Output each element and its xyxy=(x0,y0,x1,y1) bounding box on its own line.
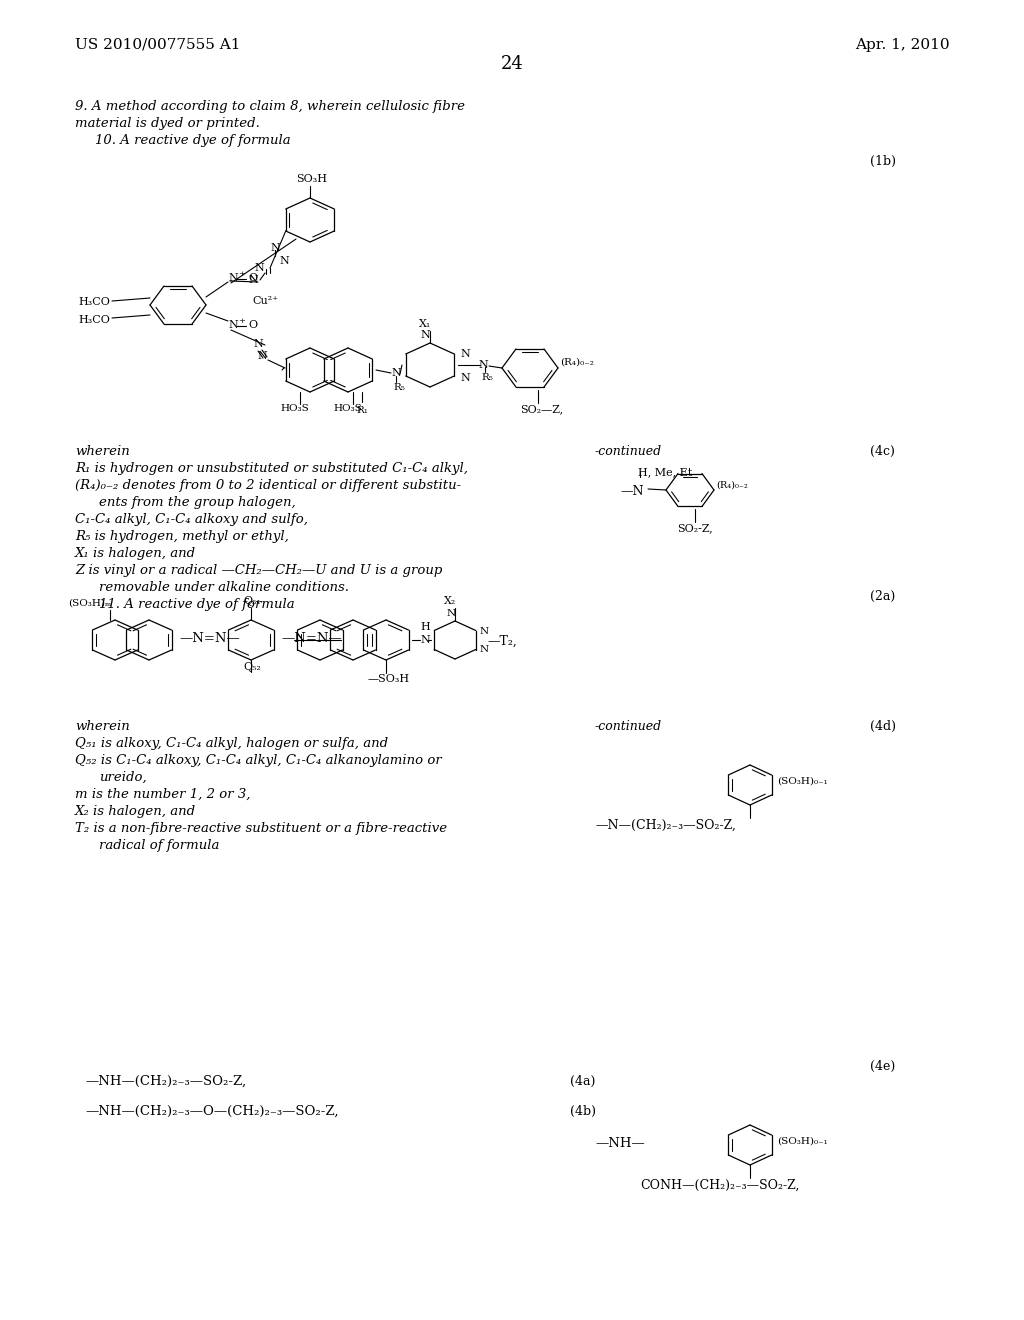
Text: O: O xyxy=(248,319,257,330)
Text: SO₂-Z,: SO₂-Z, xyxy=(677,523,713,533)
Text: 11. A reactive dye of formula: 11. A reactive dye of formula xyxy=(99,598,295,611)
Text: Q₅₁ is alkoxy, C₁-C₄ alkyl, halogen or sulfa, and: Q₅₁ is alkoxy, C₁-C₄ alkyl, halogen or s… xyxy=(75,737,388,750)
Text: (SO₃H)ₘ: (SO₃H)ₘ xyxy=(68,599,112,609)
Text: (4d): (4d) xyxy=(870,719,896,733)
Text: removable under alkaline conditions.: removable under alkaline conditions. xyxy=(99,581,349,594)
Text: N: N xyxy=(480,645,489,655)
Text: H, Me, Et: H, Me, Et xyxy=(638,467,692,477)
Text: —T₂,: —T₂, xyxy=(487,635,517,648)
Text: —NH—: —NH— xyxy=(595,1137,645,1150)
Text: C₁-C₄ alkyl, C₁-C₄ alkoxy and sulfo,: C₁-C₄ alkyl, C₁-C₄ alkoxy and sulfo, xyxy=(75,513,308,525)
Text: N: N xyxy=(446,609,456,618)
Text: R₅: R₅ xyxy=(481,374,493,381)
Text: SO₂—Z,: SO₂—Z, xyxy=(520,404,563,414)
Text: (R₄)₀₋₂: (R₄)₀₋₂ xyxy=(560,358,594,367)
Text: H₃CO: H₃CO xyxy=(78,315,110,325)
Text: —SO₃H: —SO₃H xyxy=(368,675,411,684)
Text: X₁: X₁ xyxy=(419,319,431,329)
Text: Z is vinyl or a radical —CH₂—CH₂—U and U is a group: Z is vinyl or a radical —CH₂—CH₂—U and U… xyxy=(75,564,442,577)
Text: H: H xyxy=(420,622,430,632)
Text: —NH—(CH₂)₂₋₃—SO₂-Z,: —NH—(CH₂)₂₋₃—SO₂-Z, xyxy=(85,1074,246,1088)
Text: material is dyed or printed.: material is dyed or printed. xyxy=(75,117,260,129)
Text: 24: 24 xyxy=(501,55,523,73)
Text: R₅: R₅ xyxy=(393,383,404,392)
Text: radical of formula: radical of formula xyxy=(99,840,219,851)
Text: N: N xyxy=(228,273,238,282)
Text: (SO₃H)₀₋₁: (SO₃H)₀₋₁ xyxy=(777,1137,827,1146)
Text: (4c): (4c) xyxy=(870,445,895,458)
Text: N: N xyxy=(460,348,470,359)
Text: —NH—(CH₂)₂₋₃—O—(CH₂)₂₋₃—SO₂-Z,: —NH—(CH₂)₂₋₃—O—(CH₂)₂₋₃—SO₂-Z, xyxy=(85,1105,339,1118)
Text: HO₃S: HO₃S xyxy=(280,404,309,413)
Text: Q₅₂ is C₁-C₄ alkoxy, C₁-C₄ alkyl, C₁-C₄ alkanoylamino or: Q₅₂ is C₁-C₄ alkoxy, C₁-C₄ alkyl, C₁-C₄ … xyxy=(75,754,441,767)
Text: —N: —N xyxy=(620,484,643,498)
Text: (1b): (1b) xyxy=(870,154,896,168)
Text: 9. A method according to claim 8, wherein cellulosic fibre: 9. A method according to claim 8, wherei… xyxy=(75,100,465,114)
Text: Q₅₁: Q₅₁ xyxy=(243,597,261,606)
Text: (2a): (2a) xyxy=(870,590,895,603)
Text: X₂: X₂ xyxy=(443,597,456,606)
Text: (4e): (4e) xyxy=(870,1060,895,1073)
Text: X₁ is halogen, and: X₁ is halogen, and xyxy=(75,546,197,560)
Text: —N=N—: —N=N— xyxy=(179,632,240,645)
Text: (4b): (4b) xyxy=(570,1105,596,1118)
Text: Cu²⁺: Cu²⁺ xyxy=(252,296,278,306)
Text: N: N xyxy=(420,330,430,341)
Text: ureido,: ureido, xyxy=(99,771,146,784)
Text: Q₅₂: Q₅₂ xyxy=(243,663,261,672)
Text: N: N xyxy=(228,319,238,330)
Text: R₁: R₁ xyxy=(356,407,368,414)
Text: -continued: -continued xyxy=(595,719,663,733)
Text: wherein: wherein xyxy=(75,445,130,458)
Text: +: + xyxy=(238,317,245,325)
Text: N: N xyxy=(270,243,280,253)
Text: wherein: wherein xyxy=(75,719,130,733)
Text: —N=N—: —N=N— xyxy=(281,632,342,645)
Text: T₂ is a non-fibre-reactive substituent or a fibre-reactive: T₂ is a non-fibre-reactive substituent o… xyxy=(75,822,447,836)
Text: (4a): (4a) xyxy=(570,1074,595,1088)
Text: 10. A reactive dye of formula: 10. A reactive dye of formula xyxy=(95,135,291,147)
Text: N: N xyxy=(248,275,258,285)
Text: CONH—(CH₂)₂₋₃—SO₂-Z,: CONH—(CH₂)₂₋₃—SO₂-Z, xyxy=(640,1179,800,1192)
Text: X₂ is halogen, and: X₂ is halogen, and xyxy=(75,805,197,818)
Text: Apr. 1, 2010: Apr. 1, 2010 xyxy=(855,38,950,51)
Text: (SO₃H)₀₋₁: (SO₃H)₀₋₁ xyxy=(777,777,827,785)
Text: HO₃S: HO₃S xyxy=(333,404,361,413)
Text: N: N xyxy=(257,351,267,360)
Text: -continued: -continued xyxy=(595,445,663,458)
Text: (R₄)₀₋₂ denotes from 0 to 2 identical or different substitu-: (R₄)₀₋₂ denotes from 0 to 2 identical or… xyxy=(75,479,461,492)
Text: N: N xyxy=(460,374,470,383)
Text: H₃CO: H₃CO xyxy=(78,297,110,308)
Text: N: N xyxy=(253,339,263,348)
Text: —N—(CH₂)₂₋₃—SO₂-Z,: —N—(CH₂)₂₋₃—SO₂-Z, xyxy=(595,818,736,832)
Text: O: O xyxy=(248,273,257,282)
Text: US 2010/0077555 A1: US 2010/0077555 A1 xyxy=(75,38,241,51)
Text: N: N xyxy=(279,256,289,267)
Text: N: N xyxy=(391,368,400,378)
Text: N: N xyxy=(478,360,487,370)
Text: N: N xyxy=(420,635,430,645)
Text: R₁ is hydrogen or unsubstituted or substituted C₁-C₄ alkyl,: R₁ is hydrogen or unsubstituted or subst… xyxy=(75,462,468,475)
Text: ents from the group halogen,: ents from the group halogen, xyxy=(99,496,296,510)
Text: N: N xyxy=(254,263,264,273)
Text: R₅ is hydrogen, methyl or ethyl,: R₅ is hydrogen, methyl or ethyl, xyxy=(75,531,289,543)
Text: (R₄)₀₋₂: (R₄)₀₋₂ xyxy=(716,480,748,490)
Text: SO₃H: SO₃H xyxy=(296,174,327,183)
Text: N: N xyxy=(480,627,489,635)
Text: +: + xyxy=(238,271,245,279)
Text: m is the number 1, 2 or 3,: m is the number 1, 2 or 3, xyxy=(75,788,251,801)
